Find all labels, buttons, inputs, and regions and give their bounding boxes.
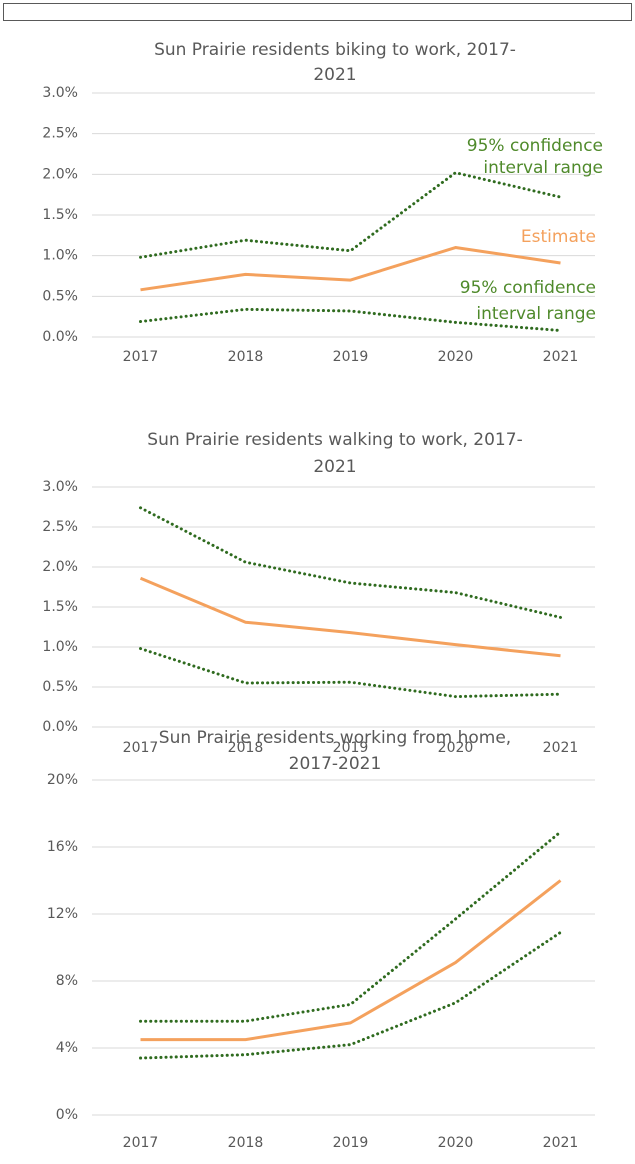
x-tick-label: 2018 [228,740,264,756]
y-tick-label: 0.5% [42,679,78,695]
chart-title: 2021 [313,457,356,477]
annotation: 95% confidence [460,278,596,298]
y-tick-label: 1.0% [42,248,78,264]
y-tick-label: 16% [47,839,78,855]
chart-title: Sun Prairie residents working from home, [159,728,511,748]
x-tick-label: 2021 [543,740,579,756]
x-tick-label: 2019 [333,349,369,365]
y-tick-label: 1.5% [42,599,78,615]
chart-title: 2017-2021 [289,754,382,774]
y-tick-label: 2.5% [42,519,78,535]
y-tick-label: 20% [47,772,78,788]
frame-box [3,3,632,21]
ci-line [139,506,562,619]
estimate-line [140,246,561,292]
chart-title: 2021 [313,65,356,85]
x-tick-label: 2021 [543,1135,579,1151]
y-tick-label: 2.5% [42,126,78,142]
annotation: interval range [483,158,603,178]
y-tick-label: 1.5% [42,207,78,223]
y-tick-label: 4% [56,1040,78,1056]
ci-line [139,307,562,332]
estimate-line [139,576,561,658]
ci-line [139,647,562,699]
x-tick-label: 2017 [123,1135,159,1151]
x-tick-label: 2019 [333,1135,369,1151]
x-tick-label: 2017 [123,740,159,756]
estimate-line [140,879,562,1042]
x-tick-label: 2020 [438,740,474,756]
chart-title: Sun Prairie residents walking to work, 2… [147,430,522,450]
y-tick-label: 3.0% [42,85,78,101]
y-tick-label: 1.0% [42,639,78,655]
ci-line [139,830,562,1023]
y-tick-label: 0% [56,1107,78,1123]
y-tick-label: 3.0% [42,479,78,495]
y-tick-label: 8% [56,973,78,989]
x-tick-label: 2018 [228,349,264,365]
y-tick-label: 0.5% [42,288,78,304]
ci-line [139,930,562,1060]
ci-line [139,171,562,259]
x-tick-label: 2020 [438,1135,474,1151]
chart-title: Sun Prairie residents biking to work, 20… [154,40,516,60]
y-tick-label: 12% [47,906,78,922]
y-tick-label: 2.0% [42,559,78,575]
y-tick-label: 0.0% [42,329,78,345]
annotation: interval range [476,304,596,324]
annotation: Estimate [521,227,596,247]
x-tick-label: 2020 [438,349,474,365]
x-tick-label: 2019 [333,740,369,756]
x-tick-label: 2018 [228,1135,264,1151]
x-tick-label: 2017 [123,349,159,365]
annotation: 95% confidence [467,136,603,156]
x-tick-label: 2021 [543,349,579,365]
y-tick-label: 2.0% [42,166,78,182]
y-tick-label: 0.0% [42,719,78,735]
